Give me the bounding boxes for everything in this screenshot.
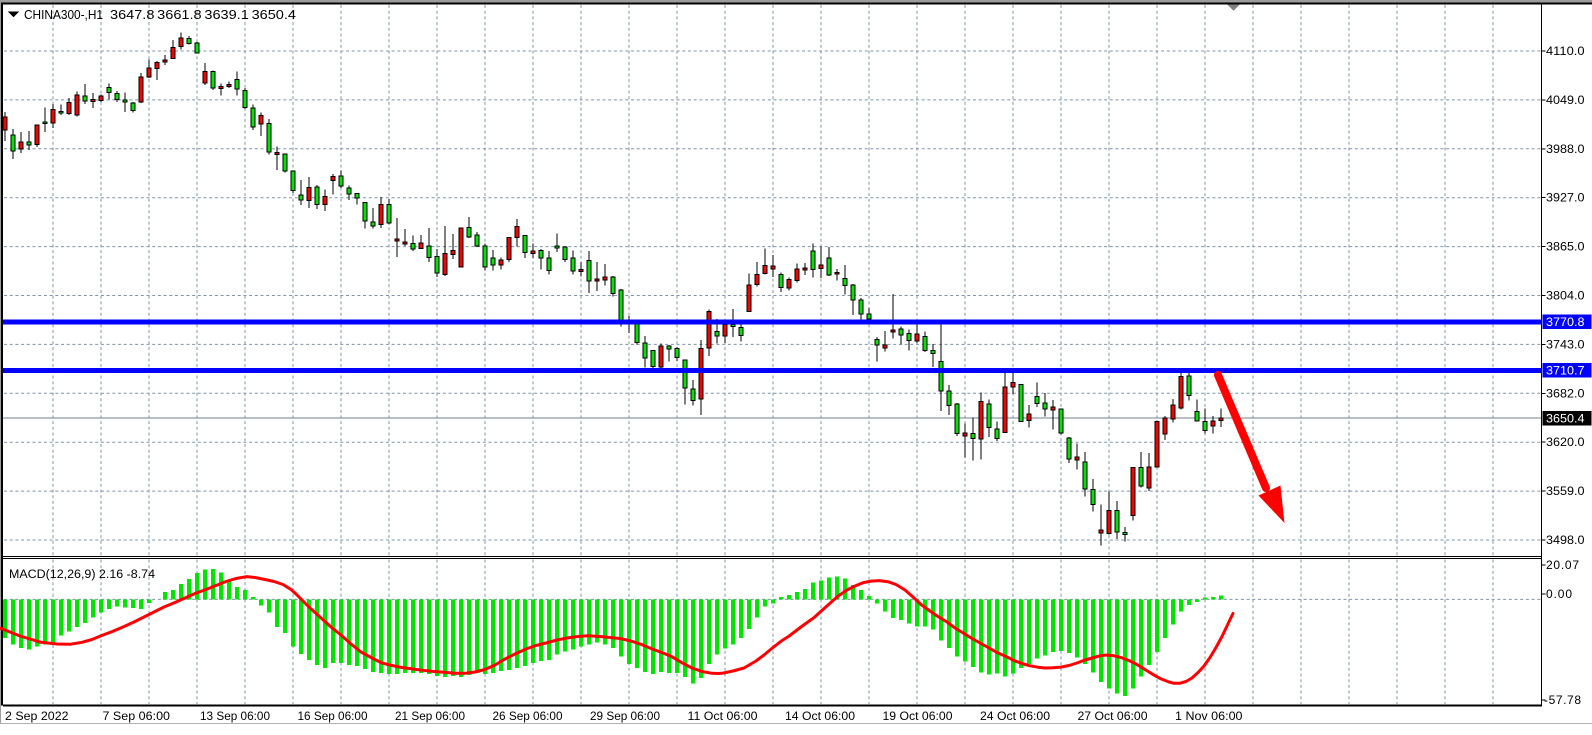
svg-text:7 Sep 06:00: 7 Sep 06:00 <box>103 709 171 723</box>
svg-text:4110.0: 4110.0 <box>1546 44 1585 58</box>
svg-text:3559.0: 3559.0 <box>1546 484 1585 498</box>
svg-text:2 Sep 2022: 2 Sep 2022 <box>5 709 69 723</box>
svg-text:3650.4: 3650.4 <box>1546 412 1585 426</box>
svg-text:21 Sep 06:00: 21 Sep 06:00 <box>395 709 465 723</box>
svg-text:29 Sep 06:00: 29 Sep 06:00 <box>590 709 660 723</box>
svg-text:3804.0: 3804.0 <box>1546 289 1585 303</box>
svg-text:24 Oct 06:00: 24 Oct 06:00 <box>980 709 1050 723</box>
svg-text:19 Oct 06:00: 19 Oct 06:00 <box>883 709 953 723</box>
svg-text:3650.4: 3650.4 <box>252 7 296 22</box>
svg-text:3743.0: 3743.0 <box>1546 337 1585 351</box>
svg-text:3865.0: 3865.0 <box>1546 240 1585 254</box>
svg-text:1 Nov 06:00: 1 Nov 06:00 <box>1175 709 1243 723</box>
svg-text:3770.8: 3770.8 <box>1546 315 1585 329</box>
svg-text:3620.0: 3620.0 <box>1546 435 1585 449</box>
svg-text:MACD(12,26,9) 2.16 -8.74: MACD(12,26,9) 2.16 -8.74 <box>9 567 155 581</box>
svg-text:16 Sep 06:00: 16 Sep 06:00 <box>298 709 368 723</box>
svg-text:27 Oct 06:00: 27 Oct 06:00 <box>1078 709 1148 723</box>
svg-text:3647.8: 3647.8 <box>110 7 154 22</box>
svg-text:3498.0: 3498.0 <box>1546 533 1585 547</box>
svg-text:3710.7: 3710.7 <box>1546 364 1585 378</box>
svg-text:20.07: 20.07 <box>1546 558 1579 572</box>
svg-text:14 Oct 06:00: 14 Oct 06:00 <box>785 709 855 723</box>
svg-text:0.00: 0.00 <box>1546 587 1572 601</box>
svg-text:11 Oct 06:00: 11 Oct 06:00 <box>688 709 758 723</box>
svg-text:4049.0: 4049.0 <box>1546 93 1585 107</box>
svg-text:26 Sep 06:00: 26 Sep 06:00 <box>493 709 563 723</box>
svg-text:CHINA300-,H1: CHINA300-,H1 <box>24 7 103 22</box>
svg-text:3661.8: 3661.8 <box>157 7 201 22</box>
svg-text:13 Sep 06:00: 13 Sep 06:00 <box>200 709 270 723</box>
svg-text:3682.0: 3682.0 <box>1546 386 1585 400</box>
svg-text:3927.0: 3927.0 <box>1546 191 1585 205</box>
svg-text:3988.0: 3988.0 <box>1546 142 1585 156</box>
svg-text:3639.1: 3639.1 <box>204 7 248 22</box>
svg-text:-57.78: -57.78 <box>1544 693 1581 707</box>
